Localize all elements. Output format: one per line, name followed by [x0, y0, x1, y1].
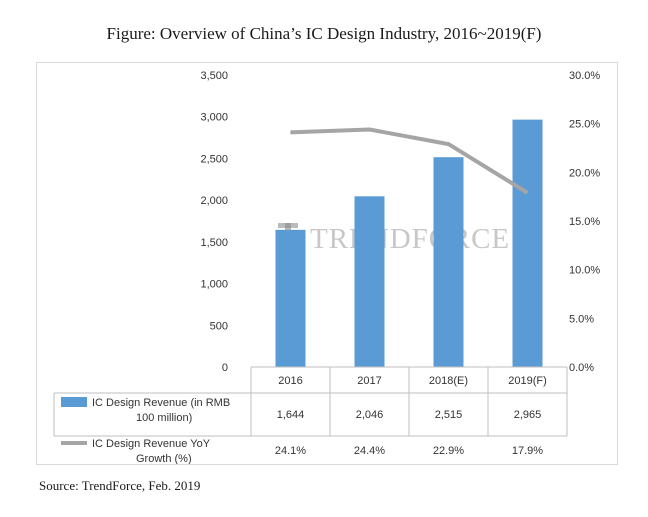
watermark-text: TRENDFORCE	[310, 223, 510, 255]
y-right-tick-label: 15.0%	[569, 216, 600, 228]
y-left-tick-label: 3,500	[200, 70, 228, 82]
data-label-growth: 22.9%	[433, 445, 464, 457]
bar	[275, 229, 306, 367]
growth-point	[290, 131, 291, 133]
y-right-tick-label: 0.0%	[569, 362, 594, 374]
y-left-tick-label: 1,500	[200, 237, 228, 249]
legend-swatch-revenue	[61, 397, 87, 407]
y-left-tick-label: 2,000	[200, 195, 228, 207]
x-tick-label: 2019(F)	[508, 375, 547, 387]
growth-line	[290, 127, 529, 195]
y-right-tick-label: 25.0%	[569, 119, 600, 131]
x-tick-label: 2018(E)	[429, 375, 468, 387]
y-right-tick-label: 5.0%	[569, 313, 594, 325]
y-right-tick-label: 10.0%	[569, 265, 600, 277]
y-left-tick-label: 2,500	[200, 153, 228, 165]
y-left-tick-label: 500	[210, 320, 228, 332]
growth-point	[527, 192, 528, 194]
legend-label-revenue-line2: 100 million)	[136, 412, 192, 424]
bar	[512, 119, 543, 368]
data-label-growth: 24.1%	[275, 445, 306, 457]
legend-label-growth-line1: IC Design Revenue YoY	[92, 438, 211, 450]
chart: 0 500 1,000 1,500 2,000 2,500 3,000 3,500 0.0% 5.…	[53, 70, 600, 464]
source-note: Source: TrendForce, Feb. 2019	[39, 478, 201, 493]
data-label-revenue: 1,644	[277, 409, 305, 421]
y-right-tick-label: 20.0%	[569, 167, 600, 179]
x-tick-label: 2017	[357, 375, 381, 387]
data-label-growth: 24.4%	[354, 445, 385, 457]
data-label-revenue: 2,515	[435, 409, 463, 421]
legend-label-revenue-line1: IC Design Revenue (in RMB	[92, 397, 230, 409]
y-left-tick-label: 0	[222, 362, 228, 374]
growth-point	[369, 129, 370, 131]
growth-point	[448, 143, 449, 145]
data-label-revenue: 2,965	[514, 409, 542, 421]
legend-label-growth-line2: Growth (%)	[136, 453, 192, 464]
y-left-tick-label: 3,000	[200, 112, 228, 124]
data-label-revenue: 2,046	[356, 409, 384, 421]
bar	[433, 157, 464, 367]
figure-title: Figure: Overview of China’s IC Design In…	[106, 24, 542, 43]
y-left-tick-label: 1,000	[200, 279, 228, 291]
data-label-growth: 17.9%	[512, 445, 543, 457]
bar	[354, 196, 385, 367]
chart-frame: 0 500 1,000 1,500 2,000 2,500 3,000 3,500 0.0% 5.…	[36, 62, 618, 465]
y-right-tick-label: 30.0%	[569, 70, 600, 82]
x-tick-label: 2016	[278, 375, 302, 387]
